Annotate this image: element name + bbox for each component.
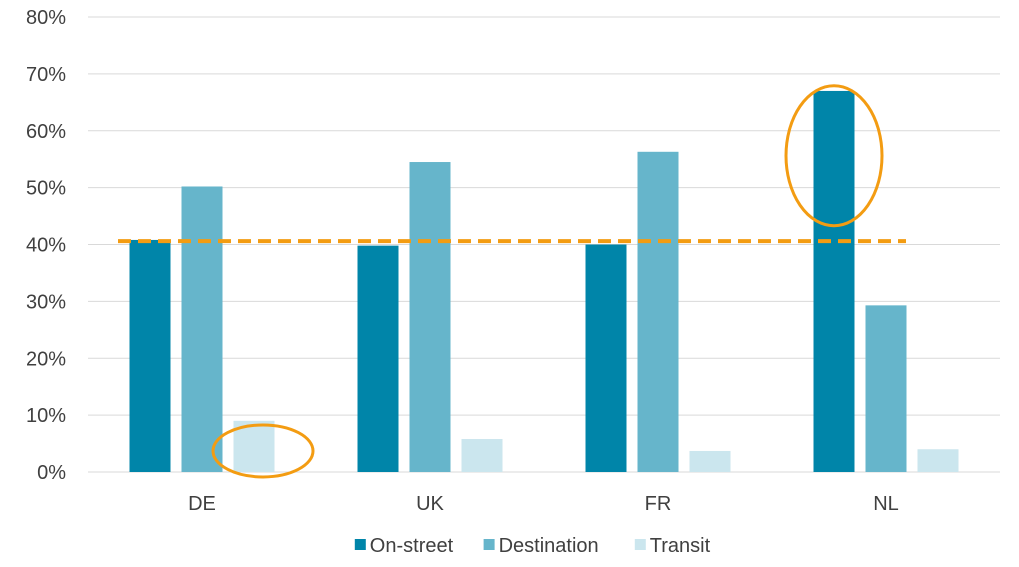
bar-uk-on-street [357, 245, 399, 472]
bar-de-destination [181, 186, 223, 473]
y-tick-label: 60% [26, 121, 66, 143]
annotations [118, 84, 906, 479]
bar-fr-destination [637, 151, 679, 472]
legend-label: On-street [370, 535, 454, 557]
legend-swatch [634, 539, 646, 550]
legend-label: Destination [499, 535, 599, 557]
bar-fr-on-street [585, 244, 627, 472]
grid [88, 16, 1000, 473]
legend-swatch [354, 539, 366, 550]
y-tick-label: 10% [26, 405, 66, 427]
x-tick-label: NL [873, 493, 899, 515]
legend-swatch [483, 539, 495, 550]
x-tick-label: FR [645, 493, 672, 515]
x-tick-label: DE [188, 493, 216, 515]
y-tick-label: 50% [26, 178, 66, 200]
x-axis-ticks: DE UK FR NL [188, 493, 899, 515]
y-tick-label: 80% [26, 7, 66, 29]
highlight-ellipse [784, 84, 884, 228]
legend: On-street Destination Transit [354, 535, 711, 557]
bars [129, 90, 959, 473]
bar-nl-on-street [813, 90, 855, 472]
highlight-ellipse [211, 423, 315, 479]
y-tick-label: 40% [26, 235, 66, 257]
x-tick-label: UK [416, 493, 444, 515]
bar-uk-destination [409, 162, 451, 472]
bar-de-on-street [129, 239, 171, 472]
y-tick-label: 20% [26, 348, 66, 370]
legend-label: Transit [650, 535, 711, 557]
bar-nl-transit [917, 449, 959, 472]
bar-uk-transit [461, 439, 503, 472]
y-tick-label: 0% [37, 462, 66, 484]
bar-fr-transit [689, 450, 731, 472]
y-tick-label: 70% [26, 64, 66, 86]
bar-nl-destination [865, 305, 907, 472]
bar-de-transit [233, 420, 275, 472]
y-tick-label: 30% [26, 291, 66, 313]
y-axis-ticks: 0% 10% 20% 30% 40% 50% 60% 70% 80% [26, 7, 66, 484]
